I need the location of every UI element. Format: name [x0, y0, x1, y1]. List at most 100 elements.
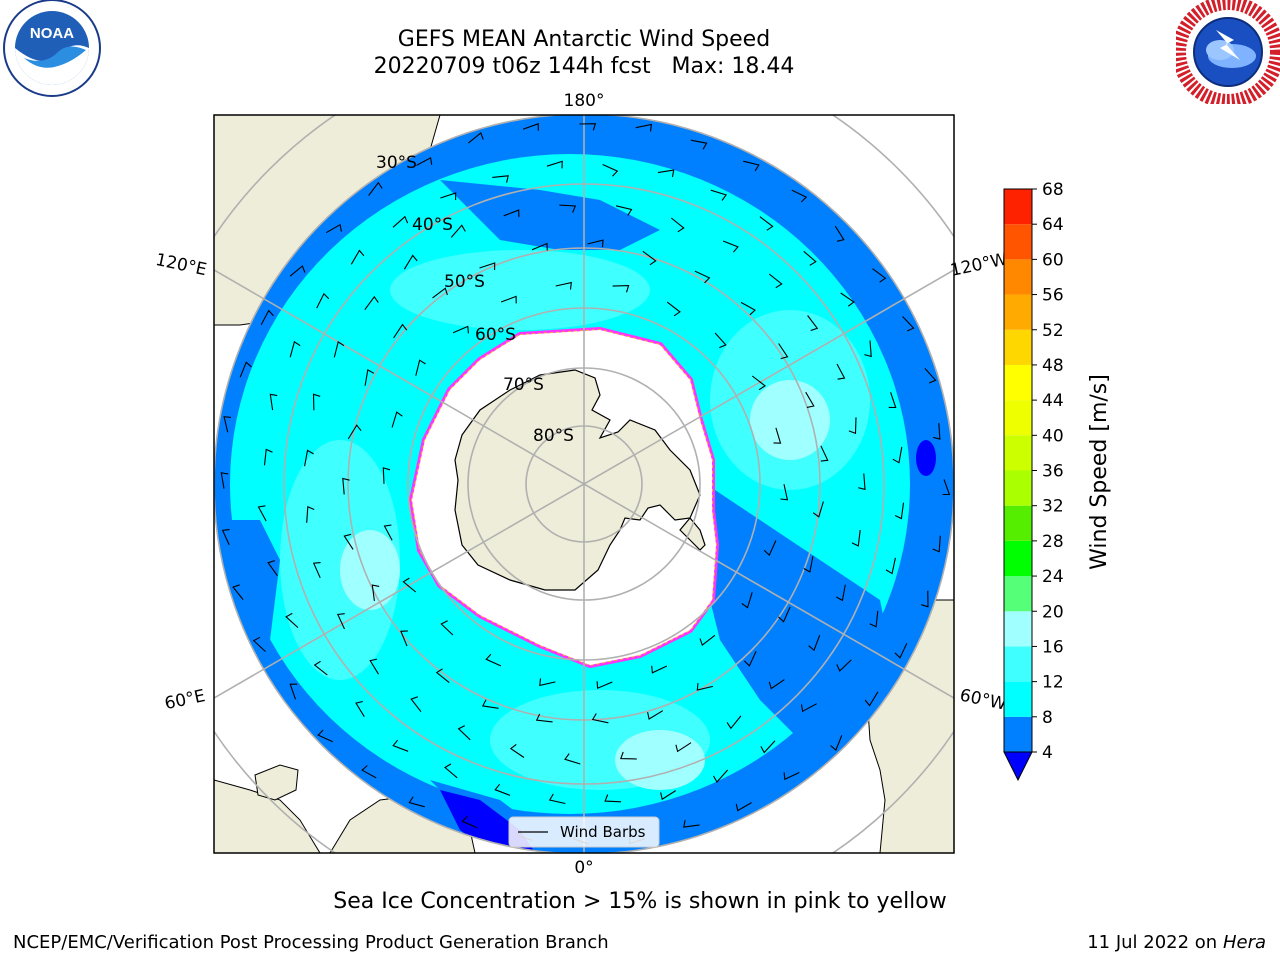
colorbar-tick-label: 40 — [1042, 426, 1064, 446]
wind-barb — [252, 636, 266, 652]
colorbar-segment — [1004, 189, 1032, 225]
wind-field-16-20-a — [340, 530, 400, 610]
wind-barb — [783, 772, 800, 781]
colorbar-segment — [1004, 435, 1032, 471]
wind-barb — [257, 505, 267, 522]
wind-barb — [289, 265, 306, 277]
wind-barb — [336, 613, 345, 630]
wind-barb — [369, 658, 379, 675]
national-weather-service-logo — [1176, 0, 1280, 104]
wind-barb — [232, 584, 244, 600]
wind-barb — [221, 529, 230, 546]
wind-barb — [763, 540, 777, 557]
colorbar-segment — [1004, 576, 1032, 612]
wind-barb — [942, 479, 951, 496]
wind-barb — [604, 794, 622, 803]
legend-label: Wind Barbs — [560, 823, 646, 841]
wind-barb — [791, 189, 808, 203]
wind-barb — [924, 368, 937, 384]
wind-barb — [805, 391, 815, 408]
wind-barb — [432, 287, 448, 299]
wind-barb — [364, 369, 375, 386]
wind-barb — [223, 416, 232, 433]
wind-barb — [830, 735, 843, 752]
wind-barb — [402, 577, 417, 593]
wind-barb — [591, 713, 609, 724]
colorbar-tick-label: 60 — [1042, 250, 1064, 270]
wind-barb — [368, 181, 383, 196]
wind-barb — [751, 375, 766, 391]
wind-barb — [492, 175, 509, 183]
colorbar-under-arrow — [1003, 751, 1033, 782]
colorbar-tick-label: 32 — [1042, 497, 1064, 517]
wind-barb — [743, 650, 757, 667]
wind-barb — [778, 343, 789, 360]
wind-barb — [803, 250, 817, 266]
noaa-logo-text: NOAA — [30, 25, 74, 42]
wind-barb — [869, 610, 879, 628]
colorbar-segment — [1004, 400, 1032, 436]
wind-barb — [355, 700, 365, 717]
wind-barb — [444, 763, 458, 779]
wind-barb — [615, 205, 633, 216]
wind-barb — [760, 740, 776, 754]
wind-barb — [383, 524, 393, 541]
wind-barb — [800, 703, 817, 713]
wind-barb — [392, 215, 409, 228]
wind-field-12-16-n — [390, 250, 650, 330]
wind-barb — [503, 209, 520, 218]
wind-barb — [479, 262, 496, 271]
colorbar-tick-label: 44 — [1042, 391, 1064, 411]
wind-barb — [531, 242, 548, 251]
wind-barb — [535, 713, 553, 723]
wind-barb — [539, 678, 556, 687]
wind-barb — [509, 743, 525, 758]
wind-barb — [657, 169, 675, 178]
colorbar-tick-label: 16 — [1042, 637, 1064, 657]
wind-barb — [743, 160, 760, 172]
wind-barb — [408, 796, 425, 808]
wind-barb — [325, 223, 342, 234]
wind-barb — [735, 802, 752, 812]
lon-label-60w: 60°W — [958, 685, 1008, 714]
antarctic-peninsula-land — [679, 517, 706, 551]
wind-barb — [780, 484, 789, 501]
wind-barb — [555, 281, 572, 290]
wind-barb — [836, 363, 846, 380]
wind-barb — [602, 163, 619, 177]
wind-barb — [263, 448, 273, 466]
footer-host: Hera — [1222, 932, 1266, 953]
wind-barb — [773, 427, 782, 444]
lon-label-180: 180° — [564, 91, 605, 111]
wind-barb — [647, 710, 664, 720]
footer-credit: NCEP/EMC/Verification Post Processing Pr… — [13, 932, 609, 953]
wind-barb — [239, 361, 252, 378]
wind-barb — [699, 634, 716, 647]
wind-barb — [894, 643, 908, 659]
wind-barb — [333, 341, 345, 358]
colorbar-tick-label: 36 — [1042, 462, 1064, 482]
wind-barb — [612, 285, 630, 293]
wind-barb — [391, 411, 403, 428]
wind-barb — [457, 725, 471, 741]
wind-barb — [316, 292, 330, 309]
lon-label-120e: 120°E — [154, 250, 209, 280]
wind-barb — [587, 239, 604, 248]
wind-barb — [666, 301, 681, 317]
noaa-logo: NOAA — [3, 0, 101, 97]
colorbar-segment — [1004, 611, 1032, 647]
wind-barb — [834, 225, 845, 242]
wind-barb — [548, 793, 566, 805]
colorbar-tick-label: 56 — [1042, 286, 1064, 306]
map-panel — [214, 115, 954, 853]
graticule — [214, 115, 954, 853]
wind-barb — [596, 681, 613, 690]
wind-barb — [452, 325, 469, 334]
madagascar-land — [254, 764, 299, 801]
wind-barb — [450, 224, 466, 238]
lat-label-70s: 70°S — [503, 375, 544, 395]
wind-barb — [364, 295, 379, 311]
lat-label-60s: 60°S — [475, 325, 516, 345]
wind-barb — [435, 668, 450, 684]
